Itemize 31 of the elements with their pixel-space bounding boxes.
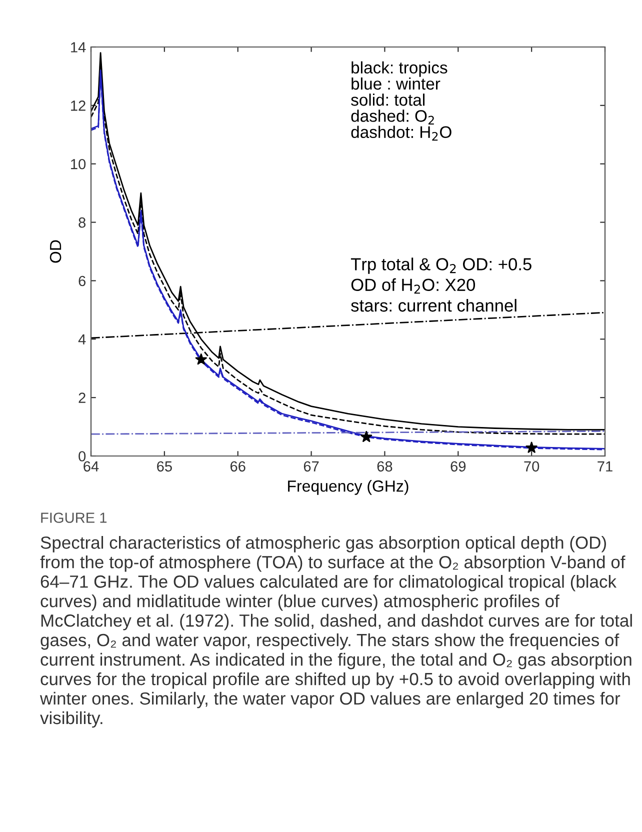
x-tick-label: 69 [450, 461, 466, 472]
point [360, 430, 372, 442]
y-axis-title: OD [50, 240, 62, 263]
x-tick-label: 66 [230, 461, 246, 472]
y-tick-label: 6 [78, 276, 86, 286]
x-axis-title: Frequency (GHz) [288, 480, 408, 495]
annotation: black: tropics [352, 61, 448, 77]
y-tick-label: 2 [78, 392, 86, 403]
y-tick-label: 8 [78, 217, 86, 228]
annotation: Trp total & O$_{2}$ OD: +0.5 [350, 258, 532, 274]
x-tick-label: 71 [598, 461, 612, 472]
y-tick-label: 10 [71, 158, 86, 170]
annotation: solid: total [351, 94, 424, 106]
caption: FIGURE 1 [41, 512, 107, 523]
x-tick-label: 70 [524, 461, 540, 472]
y-tick-label: 14 [71, 42, 86, 52]
y-tick-label: 4 [78, 334, 86, 344]
point [526, 442, 538, 453]
x-tick-label: 68 [377, 461, 392, 472]
x-tick-label: 67 [304, 461, 319, 472]
x-tick-label: 64 [84, 461, 99, 472]
annotation: stars: current channel [351, 298, 516, 312]
annotation: blue : winter [352, 77, 440, 90]
annotation: dashed: O$_{2}$ [351, 110, 434, 124]
point [195, 354, 207, 365]
y-tick-label: 0 [78, 451, 86, 462]
y-tick-label: 12 [71, 100, 86, 111]
annotation: OD of H$_{2}$O: X20 [351, 278, 476, 294]
x-tick-label: 65 [157, 461, 172, 472]
text: Spectral characteristics of atmospheric gas absorption optical depth (OD) from the top-of atmosphere (TOA) to surface at the O₂ absorption V-band of 64–71 GHz. The OD values calculated are for climatological tropical (black curves) and midlatitude winter (blue curves) atmospheric profiles of McClatchey et al. (1972). The solid, dashed, and dashdot curves are for total gases, O₂ and water vapor, respectively. The stars show the frequencies of current instrument. As indicated in the figure, the total and O₂ gas absorption curves for the tropical profile are shifted up by +0.5 to avoid overlapping with winter ones. Similarly, the water vapor OD values are enlarged 20 times for visibility. [40, 536, 632, 728]
annotation: dashdot: H$_{2}$O [351, 126, 452, 141]
